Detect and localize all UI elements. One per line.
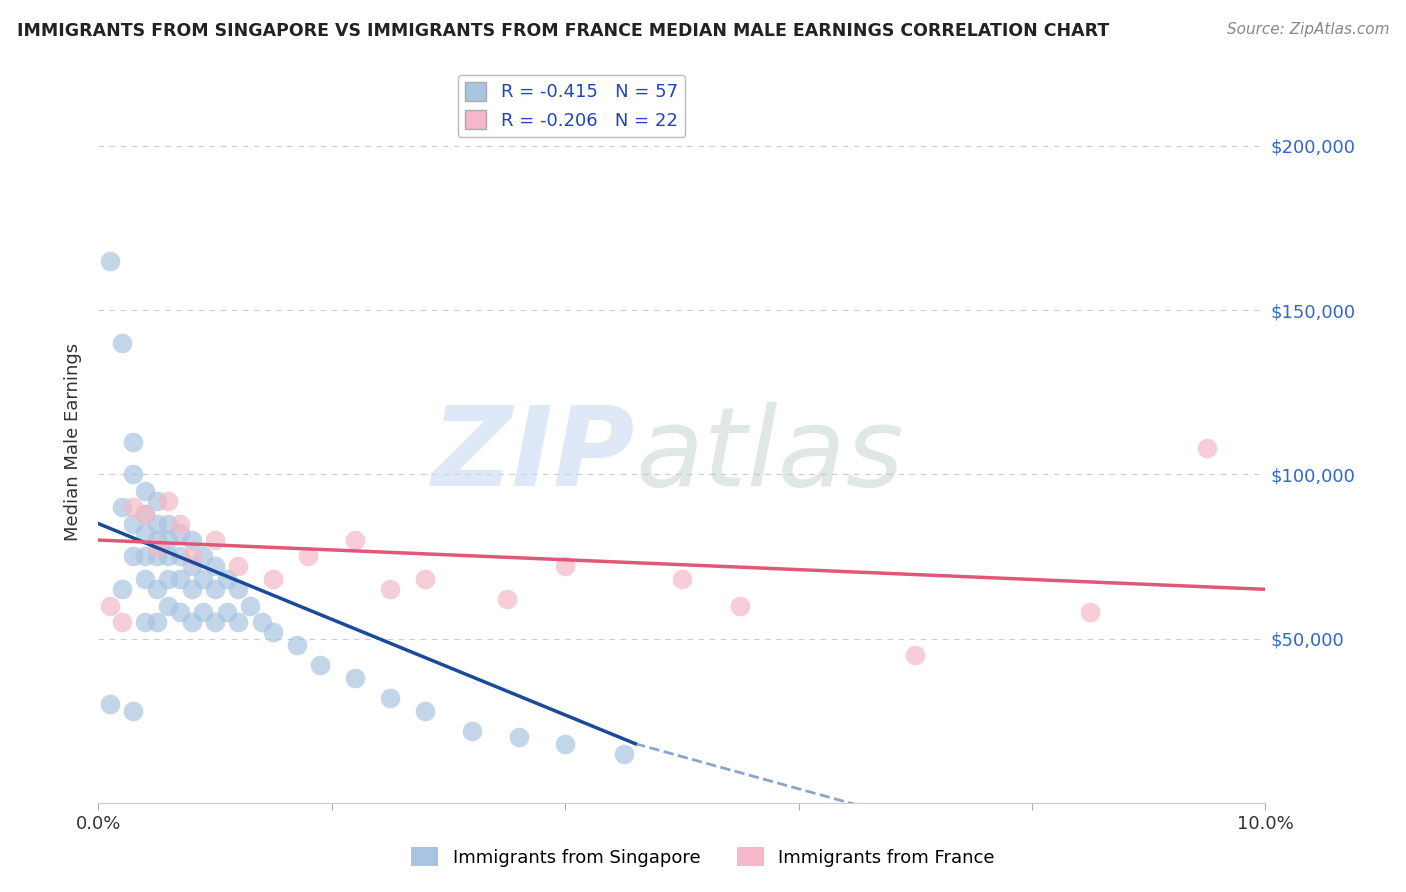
Point xyxy=(204,559,226,574)
Point xyxy=(134,507,156,521)
Point xyxy=(204,615,226,630)
Point xyxy=(262,625,284,640)
Point xyxy=(380,582,402,597)
Point xyxy=(146,582,169,597)
Point xyxy=(157,573,180,587)
Point xyxy=(554,559,576,574)
Point xyxy=(228,559,250,574)
Point xyxy=(122,467,145,482)
Point xyxy=(239,599,262,613)
Point xyxy=(215,605,238,619)
Point xyxy=(180,533,202,547)
Point xyxy=(204,582,226,597)
Point xyxy=(180,559,202,574)
Point xyxy=(250,615,273,630)
Point xyxy=(122,516,145,531)
Text: IMMIGRANTS FROM SINGAPORE VS IMMIGRANTS FROM FRANCE MEDIAN MALE EARNINGS CORRELA: IMMIGRANTS FROM SINGAPORE VS IMMIGRANTS … xyxy=(17,22,1109,40)
Point xyxy=(111,582,134,597)
Point xyxy=(169,605,191,619)
Point xyxy=(157,516,180,531)
Point xyxy=(134,573,156,587)
Point xyxy=(204,533,226,547)
Point xyxy=(146,615,169,630)
Point xyxy=(413,704,436,718)
Point xyxy=(297,549,319,564)
Point xyxy=(730,599,752,613)
Point xyxy=(134,507,156,521)
Point xyxy=(180,582,202,597)
Y-axis label: Median Male Earnings: Median Male Earnings xyxy=(63,343,82,541)
Point xyxy=(193,573,215,587)
Point xyxy=(508,730,530,744)
Point xyxy=(111,615,134,630)
Point xyxy=(146,533,169,547)
Point xyxy=(193,605,215,619)
Point xyxy=(122,500,145,515)
Point xyxy=(413,573,436,587)
Point xyxy=(169,573,191,587)
Point xyxy=(134,615,156,630)
Legend: Immigrants from Singapore, Immigrants from France: Immigrants from Singapore, Immigrants fr… xyxy=(404,840,1002,874)
Point xyxy=(461,723,484,738)
Point xyxy=(169,516,191,531)
Point xyxy=(111,336,134,351)
Point xyxy=(344,533,367,547)
Point xyxy=(215,573,238,587)
Point xyxy=(134,549,156,564)
Text: ZIP: ZIP xyxy=(432,402,636,509)
Point xyxy=(169,549,191,564)
Point xyxy=(157,549,180,564)
Point xyxy=(122,434,145,449)
Point xyxy=(111,500,134,515)
Point xyxy=(671,573,693,587)
Point xyxy=(98,599,121,613)
Point xyxy=(344,671,367,685)
Point xyxy=(1080,605,1102,619)
Point xyxy=(146,493,169,508)
Point xyxy=(169,526,191,541)
Point xyxy=(134,526,156,541)
Point xyxy=(228,615,250,630)
Point xyxy=(193,549,215,564)
Point xyxy=(496,592,519,607)
Point xyxy=(122,704,145,718)
Point xyxy=(98,698,121,712)
Point xyxy=(157,493,180,508)
Point xyxy=(134,483,156,498)
Text: atlas: atlas xyxy=(636,402,904,509)
Point xyxy=(262,573,284,587)
Point xyxy=(157,599,180,613)
Legend: R = -0.415   N = 57, R = -0.206   N = 22: R = -0.415 N = 57, R = -0.206 N = 22 xyxy=(457,75,685,137)
Text: Source: ZipAtlas.com: Source: ZipAtlas.com xyxy=(1226,22,1389,37)
Point xyxy=(146,516,169,531)
Point xyxy=(228,582,250,597)
Point xyxy=(309,657,332,672)
Point xyxy=(146,540,169,554)
Point xyxy=(122,549,145,564)
Point xyxy=(904,648,927,662)
Point xyxy=(146,549,169,564)
Point xyxy=(285,638,308,652)
Point xyxy=(157,533,180,547)
Point xyxy=(180,615,202,630)
Point xyxy=(612,747,634,761)
Point xyxy=(180,549,202,564)
Point xyxy=(98,253,121,268)
Point xyxy=(554,737,576,751)
Point xyxy=(1195,441,1218,455)
Point xyxy=(380,690,402,705)
